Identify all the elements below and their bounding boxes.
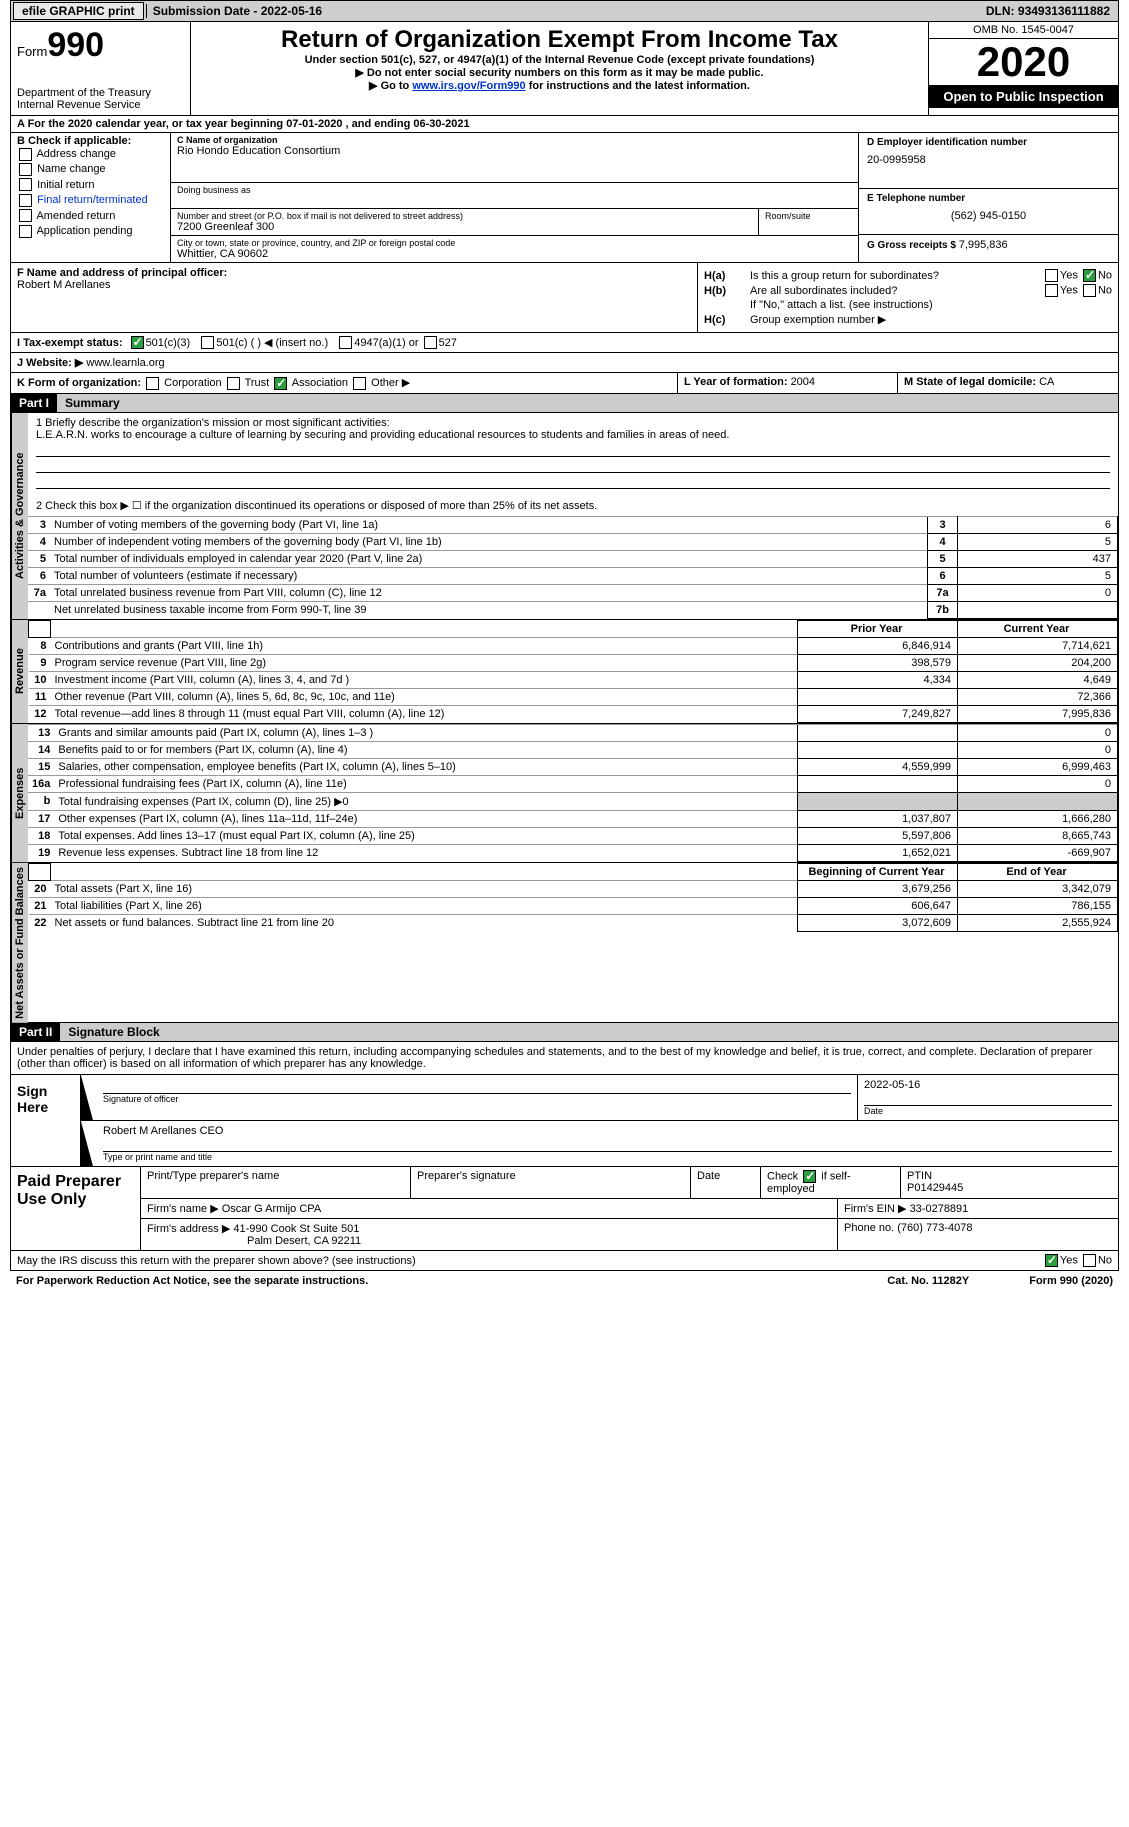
sign-date: 2022-05-16: [864, 1079, 1112, 1091]
vtab-governance: Activities & Governance: [11, 413, 28, 619]
state-domicile: M State of legal domicile: CA: [898, 373, 1118, 393]
expenses-table: 13Grants and similar amounts paid (Part …: [28, 724, 1118, 862]
form-title: Return of Organization Exempt From Incom…: [197, 26, 922, 54]
netassets-table: Beginning of Current YearEnd of Year20To…: [28, 863, 1118, 932]
footer: For Paperwork Reduction Act Notice, see …: [10, 1271, 1119, 1291]
check-if-applicable: B Check if applicable: Address change Na…: [11, 133, 171, 262]
self-employed-check: Check if self-employed: [761, 1167, 901, 1198]
officer-name: Robert M Arellanes CEO: [103, 1125, 1112, 1137]
dba-box: Doing business as: [171, 183, 858, 209]
ein-box: D Employer identification number 20-0995…: [859, 133, 1118, 189]
form-of-org: K Form of organization: Corporation Trus…: [11, 373, 678, 393]
sign-here-label: Sign Here: [11, 1075, 81, 1166]
phone-box: E Telephone number (562) 945-0150: [859, 189, 1118, 235]
room-suite: Room/suite: [758, 209, 858, 235]
vtab-revenue: Revenue: [11, 620, 28, 723]
gross-receipts: G Gross receipts $ 7,995,836: [859, 235, 1118, 255]
revenue-table: Prior YearCurrent Year8Contributions and…: [28, 620, 1118, 723]
tax-exempt-status: I Tax-exempt status: 501(c)(3) 501(c) ( …: [10, 333, 1119, 353]
signature-line: Signature of officer: [103, 1093, 851, 1104]
principal-officer: F Name and address of principal officer:…: [11, 263, 698, 332]
year-box: OMB No. 1545-0047 2020 Open to Public In…: [928, 22, 1118, 115]
firm-phone: Phone no. (760) 773-4078: [838, 1219, 1118, 1250]
ptin-box: PTINP01429445: [901, 1167, 1118, 1198]
submission-date: Submission Date - 2022-05-16: [146, 4, 328, 18]
discontinued-check: 2 Check this box ▶ ☐ if the organization…: [36, 499, 1110, 512]
irs-discuss-row: May the IRS discuss this return with the…: [10, 1251, 1119, 1271]
form-title-box: Return of Organization Exempt From Incom…: [191, 22, 928, 115]
mission-label: 1 Briefly describe the organization's mi…: [36, 417, 1110, 429]
preparer-sig-hdr: Preparer's signature: [411, 1167, 691, 1198]
firm-name: Firm's name ▶ Oscar G Armijo CPA: [141, 1199, 838, 1218]
governance-table: 3Number of voting members of the governi…: [28, 516, 1118, 619]
address-box: Number and street (or P.O. box if mail i…: [171, 209, 758, 235]
city-box: City or town, state or province, country…: [171, 236, 858, 262]
org-name-box: C Name of organization Rio Hondo Educati…: [171, 133, 858, 183]
preparer-date-hdr: Date: [691, 1167, 761, 1198]
part-i-header: Part I: [11, 394, 57, 412]
firm-ein: Firm's EIN ▶ 33-0278891: [838, 1199, 1118, 1218]
tax-year-row: A For the 2020 calendar year, or tax yea…: [10, 116, 1119, 133]
website-row: J Website: ▶ www.learnla.org: [10, 353, 1119, 373]
vtab-expenses: Expenses: [11, 724, 28, 862]
dln: DLN: 93493136111882: [978, 4, 1118, 18]
preparer-name-hdr: Print/Type preparer's name: [141, 1167, 411, 1198]
paid-preparer-label: Paid Preparer Use Only: [11, 1167, 141, 1250]
firm-address: Firm's address ▶ 41-990 Cook St Suite 50…: [141, 1219, 838, 1250]
group-return-section: H(a)Is this a group return for subordina…: [698, 263, 1118, 332]
year-of-formation: L Year of formation: 2004: [678, 373, 898, 393]
perjury-statement: Under penalties of perjury, I declare th…: [10, 1042, 1119, 1075]
mission-text: L.E.A.R.N. works to encourage a culture …: [36, 429, 1110, 441]
top-bar: efile GRAPHIC print Submission Date - 20…: [10, 0, 1119, 22]
irs-link[interactable]: www.irs.gov/Form990: [412, 80, 525, 92]
vtab-netassets: Net Assets or Fund Balances: [11, 863, 28, 1023]
form-id-box: Form990 Department of the Treasury Inter…: [11, 22, 191, 115]
part-ii-header: Part II: [11, 1023, 60, 1041]
efile-print-button[interactable]: efile GRAPHIC print: [13, 2, 144, 20]
